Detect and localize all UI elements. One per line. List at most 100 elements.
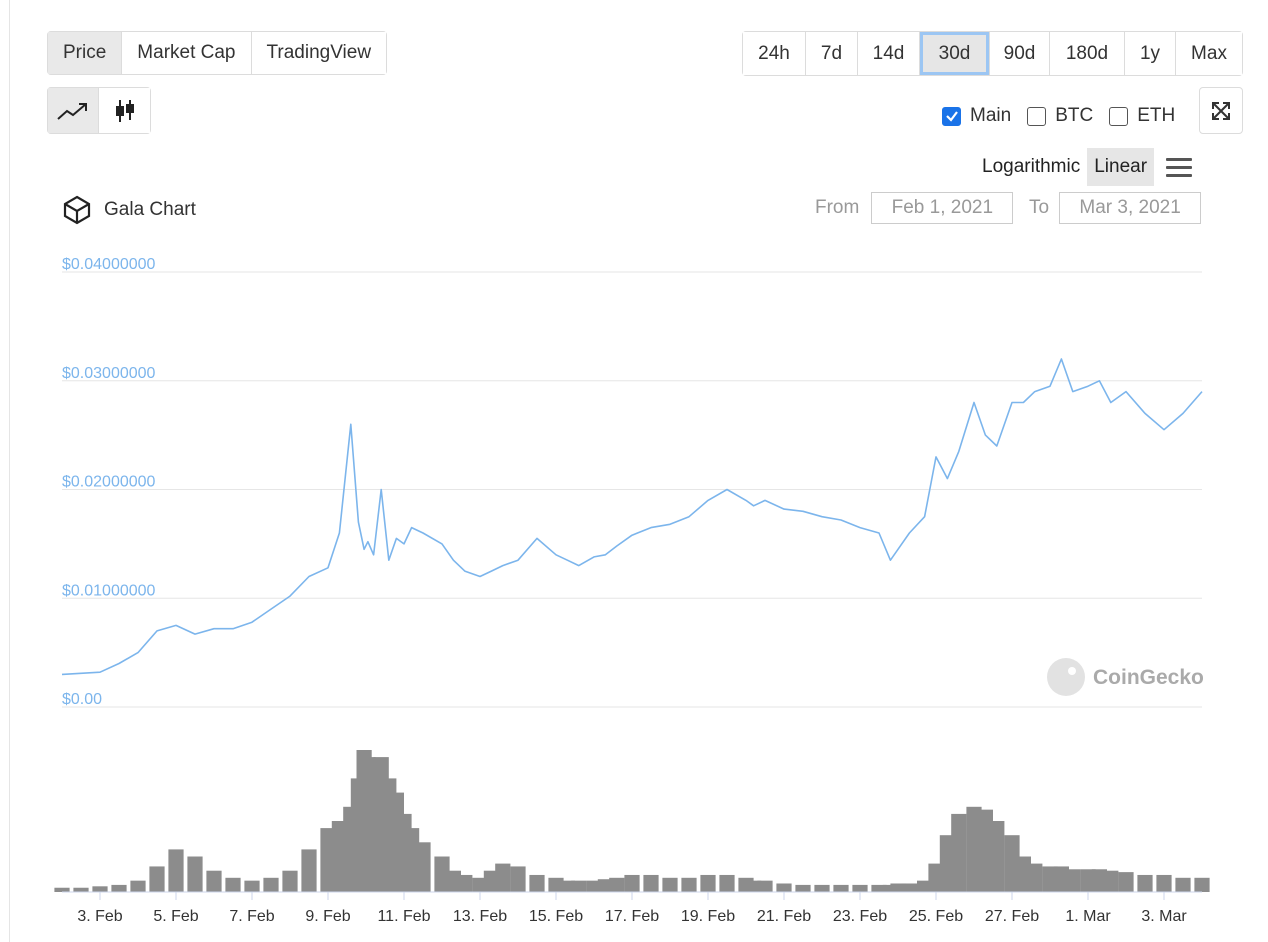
volume-bar [301,849,317,892]
range-90d-button[interactable]: 90d [990,32,1050,75]
date-from: From [815,192,1014,224]
volume-bar [917,880,933,892]
volume-bar [1175,877,1191,892]
compare-eth[interactable]: ETH [1109,105,1175,127]
volume-bar [1065,869,1081,892]
compare-checkboxes: Main BTC ETH [942,105,1191,127]
volume-bar [814,884,830,892]
volume-bar [1137,874,1153,892]
volume-bar [719,874,735,892]
chart-title-text: Gala Chart [104,199,196,220]
x-tick-label: 17. Feb [605,908,659,925]
to-date-input[interactable] [1059,192,1202,224]
x-tick-label: 19. Feb [681,908,735,925]
linear-button[interactable]: Linear [1087,148,1155,186]
checkbox-btc[interactable] [1027,106,1047,126]
volume-bar [776,883,792,892]
candlestick-icon [115,99,134,122]
range-max-button[interactable]: Max [1176,32,1242,75]
chart-title: Gala Chart [62,195,196,225]
tab-price[interactable]: Price [48,32,123,74]
volume-bar [92,886,108,892]
compare-label: BTC [1055,105,1094,126]
volume-bar [890,883,906,892]
volume-bar [586,880,602,892]
checkbox-main[interactable] [942,106,961,126]
range-180d-button[interactable]: 180d [1050,32,1125,75]
y-tick-label: $0.04000000 [62,256,156,273]
volume-bar [149,866,165,892]
tab-tradingview[interactable]: TradingView [251,32,387,74]
hamburger-menu-icon[interactable] [1166,157,1193,177]
x-tick-label: 9. Feb [305,908,350,925]
x-tick-label: 13. Feb [453,908,507,925]
volume-bar [871,884,887,892]
time-range-group: 24h 7d 14d 30d 90d 180d 1y Max [742,31,1243,76]
to-label: To [1029,197,1050,218]
price-series-line [61,358,1203,676]
volume-bar [510,866,526,892]
x-tick-label: 25. Feb [909,908,963,925]
volume-bar [795,884,811,892]
expand-button[interactable] [1199,87,1243,134]
x-tick-label: 7. Feb [229,908,274,925]
volume-bar [571,880,587,892]
from-date-input[interactable] [871,192,1014,224]
volume-bar [187,856,203,892]
range-24h-button[interactable]: 24h [743,32,806,75]
volume-bar [989,821,1005,892]
volume-bar [495,863,511,892]
compare-main[interactable]: Main [942,105,1011,127]
range-30d-button[interactable]: 30d [920,32,990,75]
range-14d-button[interactable]: 14d [858,32,920,75]
volume-bar [263,877,279,892]
checkbox-eth[interactable] [1109,106,1129,126]
x-tick-label: 11. Feb [377,908,430,925]
logarithmic-button[interactable]: Logarithmic [982,156,1081,177]
y-tick-label: $0.02000000 [62,474,156,491]
compare-label: Main [970,105,1012,126]
tab-market-cap[interactable]: Market Cap [122,32,252,74]
volume-bar [111,884,127,892]
volume-bar [1027,863,1043,892]
x-tick-label: 27. Feb [985,908,1039,925]
volume-bar [643,874,659,892]
range-1y-button[interactable]: 1y [1125,32,1176,75]
volume-bar [73,887,89,892]
y-tick-label: $0.01000000 [62,582,156,599]
x-tick-label: 1. Mar [1065,908,1111,925]
x-tick-label: 3. Mar [1141,908,1187,925]
volume-bar [746,880,762,892]
volume-bar [244,880,260,892]
volume-bar [624,874,640,892]
line-chart-button[interactable] [48,88,99,133]
x-tick-label: 23. Feb [833,908,887,925]
volume-bar [54,887,70,892]
candlestick-button[interactable] [99,88,150,133]
watermark-text: CoinGecko [1093,666,1204,689]
gala-logo-icon [63,195,91,225]
chart-tab-group: Price Market Cap TradingView [47,31,388,75]
checkmark-icon [945,111,958,122]
volume-bar [457,874,473,892]
x-tick-label: 3. Feb [77,908,122,925]
volume-bar [206,870,222,892]
y-tick-label: $0.03000000 [62,365,156,382]
expand-icon [1212,101,1230,120]
range-7d-button[interactable]: 7d [806,32,858,75]
compare-label: ETH [1137,105,1176,126]
volume-bar [559,880,575,892]
volume-bar [700,874,716,892]
from-label: From [815,197,860,218]
x-tick-label: 5. Feb [153,908,198,925]
date-to: To [1029,192,1202,224]
volume-bar [415,842,431,892]
volume-bar [130,880,146,892]
x-tick-label: 15. Feb [529,908,583,925]
volume-bar [1103,870,1119,892]
volume-bar [282,870,298,892]
x-tick-label: 21. Feb [757,908,811,925]
coingecko-watermark: CoinGecko [1047,658,1204,696]
chart-type-toggle [47,87,151,134]
compare-btc[interactable]: BTC [1027,105,1093,127]
